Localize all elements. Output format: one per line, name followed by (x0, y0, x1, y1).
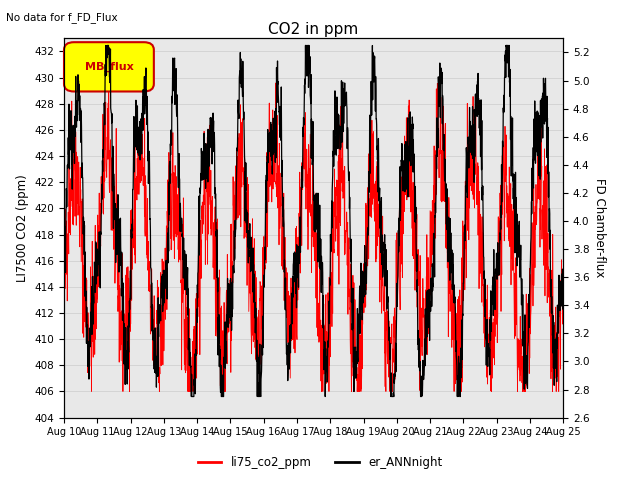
Y-axis label: LI7500 CO2 (ppm): LI7500 CO2 (ppm) (16, 174, 29, 282)
FancyBboxPatch shape (64, 42, 154, 92)
Text: MB_flux: MB_flux (84, 62, 133, 72)
Title: CO2 in ppm: CO2 in ppm (268, 22, 359, 37)
Text: No data for f_FD_Flux: No data for f_FD_Flux (6, 12, 118, 23)
Y-axis label: FD Chamber-flux: FD Chamber-flux (593, 178, 606, 278)
Legend: li75_co2_ppm, er_ANNnight: li75_co2_ppm, er_ANNnight (193, 452, 447, 474)
